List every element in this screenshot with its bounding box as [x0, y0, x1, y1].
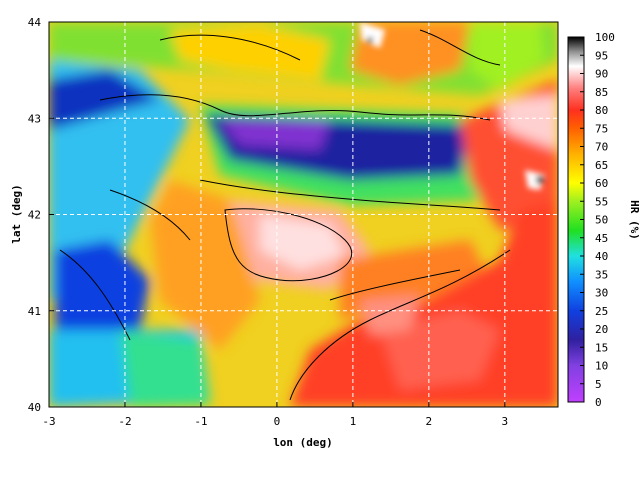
colorbar-label: HR (%): [628, 200, 640, 240]
x-tick-label: 0: [274, 415, 281, 428]
colorbar-tick-label: 40: [595, 250, 608, 263]
x-tick-label: 2: [426, 415, 433, 428]
x-axis-label: lon (deg): [273, 436, 333, 449]
colorbar-tick-label: 80: [595, 104, 608, 117]
colorbar-tick-label: 60: [595, 177, 608, 190]
y-tick-label: 40: [28, 401, 41, 414]
grid-lines: [49, 22, 558, 407]
y-tick-label: 42: [28, 209, 41, 222]
colorbar-ticks: 0 5 10 15 20 25 30 35 40 45 50 55 60 65 70 75 80 85 90 95 10…: [580, 31, 615, 409]
colorbar-tick-label: 50: [595, 214, 608, 227]
colorbar-tick-label: 20: [595, 323, 608, 336]
x-tick-label: -3: [42, 415, 55, 428]
colorbar-tick-label: 90: [595, 68, 608, 81]
x-tick-label: 1: [350, 415, 357, 428]
colorbar-tick-label: 10: [595, 360, 608, 373]
y-tick-label: 41: [28, 305, 41, 318]
colorbar-tick-label: 15: [595, 341, 608, 354]
colorbar-tick-label: 55: [595, 195, 608, 208]
x-tick-label: -2: [118, 415, 131, 428]
colorbar-tick-label: 45: [595, 232, 608, 245]
colorbar-tick-label: 5: [595, 378, 602, 391]
colorbar-tick-label: 0: [595, 396, 602, 409]
contour-lines: [59, 29, 511, 401]
colorbar-tick-label: 70: [595, 141, 608, 154]
colorbar-tick-label: 100: [595, 31, 615, 44]
colorbar-tick-label: 85: [595, 86, 608, 99]
x-axis: -3 -2 -1 0 1 2 3: [42, 402, 508, 428]
colorbar-tick-label: 65: [595, 159, 608, 172]
colorbar-tick-label: 35: [595, 268, 608, 281]
colorbar-tick-label: 25: [595, 305, 608, 318]
y-axis: 40 41 42 43 44: [28, 16, 54, 414]
colorbar-tick-label: 30: [595, 287, 608, 300]
colorbar-tick-label: 75: [595, 122, 608, 135]
x-tick-label: -1: [194, 415, 207, 428]
colorbar-tick-label: 95: [595, 49, 608, 62]
y-tick-label: 43: [28, 112, 41, 125]
x-tick-label: 3: [502, 415, 509, 428]
y-tick-label: 44: [28, 16, 42, 29]
y-axis-label: lat (deg): [10, 184, 23, 244]
heatmap-field: [49, 22, 558, 407]
